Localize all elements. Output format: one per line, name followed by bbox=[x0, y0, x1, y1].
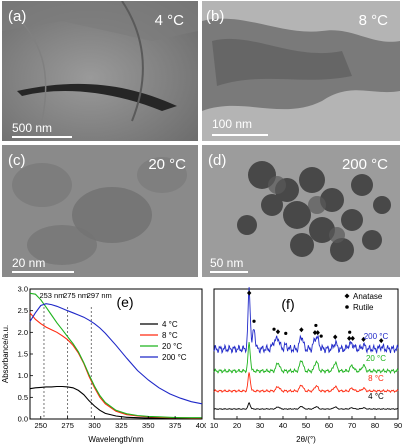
series-line bbox=[213, 372, 399, 394]
y-tick-label: 2.5 bbox=[18, 306, 28, 315]
rutile-marker bbox=[319, 334, 323, 338]
series-line bbox=[29, 385, 202, 420]
panel-label-b: (b) bbox=[206, 8, 225, 25]
x-tick-label: 90 bbox=[394, 421, 402, 430]
y-tick-label: 2.0 bbox=[18, 328, 28, 337]
x-axis-label: Wavelength/nm bbox=[88, 435, 144, 444]
anatase-legend-marker bbox=[344, 293, 350, 299]
x-tick-label: 325 bbox=[115, 421, 128, 430]
panel-label-d: (d) bbox=[208, 152, 227, 169]
x-tick-label: 80 bbox=[371, 421, 379, 430]
annotation-label: 253 nm bbox=[39, 291, 64, 300]
scale-bar-b bbox=[212, 134, 268, 136]
scale-label-b: 100 nm bbox=[212, 117, 253, 131]
tem-panel-b: (b) 8 °C 100 nm bbox=[202, 1, 400, 141]
y-tick-label: 1.0 bbox=[18, 371, 28, 380]
rutile-marker bbox=[314, 323, 318, 328]
series-label: 200 °C bbox=[364, 332, 389, 341]
legend-label: Anatase bbox=[353, 292, 383, 301]
anatase-marker bbox=[361, 336, 366, 342]
series-line bbox=[213, 342, 399, 375]
annotation-label: 297 nm bbox=[87, 291, 112, 300]
x-tick-label: 60 bbox=[325, 421, 333, 430]
series-label: 20 °C bbox=[366, 354, 386, 363]
tem-image-c bbox=[2, 145, 198, 277]
anatase-marker bbox=[246, 290, 252, 296]
rutile-marker bbox=[348, 330, 352, 334]
x-tick-label: 275 bbox=[61, 421, 74, 430]
temperature-label-c: 20 °C bbox=[148, 156, 186, 173]
scale-label-c: 20 nm bbox=[12, 256, 46, 270]
anatase-marker bbox=[333, 334, 338, 340]
legend-label: 4 °C bbox=[162, 320, 178, 329]
legend-label: Rutile bbox=[353, 303, 374, 312]
legend-label: 20 °C bbox=[162, 342, 182, 351]
x-tick-label: 70 bbox=[348, 421, 356, 430]
y-tick-label: 0.0 bbox=[18, 415, 28, 424]
rutile-legend-marker bbox=[345, 305, 349, 309]
tem-image-a bbox=[2, 1, 198, 141]
tem-image-b bbox=[202, 1, 400, 141]
legend-label: 8 °C bbox=[162, 331, 178, 340]
scale-label-a: 500 nm bbox=[12, 121, 53, 135]
annotation-label: 275 nm bbox=[63, 291, 88, 300]
rutile-marker bbox=[272, 327, 276, 331]
series-line bbox=[29, 303, 203, 405]
x-tick-label: 400 bbox=[196, 421, 206, 430]
legend-label: 200 °C bbox=[162, 353, 187, 362]
scale-bar-c bbox=[12, 271, 74, 273]
y-tick-label: 3.0 bbox=[18, 285, 28, 294]
series-line bbox=[29, 292, 202, 419]
temperature-label-d: 200 °C bbox=[341, 156, 388, 173]
scale-label-d: 50 nm bbox=[210, 256, 244, 270]
x-tick-label: 40 bbox=[279, 421, 287, 430]
y-tick-label: 1.5 bbox=[18, 350, 28, 359]
anatase-marker bbox=[275, 329, 281, 335]
scale-bar-d bbox=[210, 271, 248, 273]
series-line bbox=[213, 401, 399, 410]
y-axis-label: Absorbance/a.u. bbox=[1, 325, 10, 383]
temperature-label-a: 4 °C bbox=[154, 12, 184, 29]
tem-image-d bbox=[202, 145, 400, 277]
x-tick-label: 10 bbox=[210, 421, 218, 430]
series-label: 4 °C bbox=[368, 392, 384, 401]
rutile-marker bbox=[252, 319, 256, 323]
panel-label-f: (f) bbox=[281, 296, 294, 312]
temperature-label-b: 8 °C bbox=[358, 12, 388, 29]
series-label: 8 °C bbox=[368, 374, 384, 383]
panel-label-c: (c) bbox=[8, 152, 26, 169]
panel-label-e: (e) bbox=[116, 294, 133, 310]
rutile-marker bbox=[284, 331, 288, 335]
anatase-marker bbox=[315, 330, 320, 336]
panel-label-a: (a) bbox=[8, 8, 27, 25]
x-tick-label: 300 bbox=[88, 421, 101, 430]
absorbance-chart: 250 275 300 325 350 375 400 0.0 0.5 1.0 1.5 2.0 2.5 3… bbox=[1, 285, 206, 445]
anatase-marker bbox=[379, 338, 384, 344]
tem-panel-d: (d) 200 °C 50 nm bbox=[202, 145, 400, 277]
x-axis-label: 2θ/(°) bbox=[296, 435, 316, 444]
x-tick-label: 50 bbox=[302, 421, 310, 430]
tem-panel-a: (a) 4 °C 500 nm bbox=[2, 1, 198, 141]
series-line bbox=[213, 287, 399, 355]
scale-bar-a bbox=[12, 136, 72, 138]
x-tick-label: 20 bbox=[233, 421, 241, 430]
tem-panel-c: (c) 20 °C 20 nm bbox=[2, 145, 198, 277]
y-tick-label: 0.5 bbox=[18, 393, 28, 402]
xrd-chart: 10 20 30 40 50 60 70 80 90 (f) Anatase Rutile 4 °… bbox=[210, 287, 402, 444]
x-tick-label: 30 bbox=[256, 421, 264, 430]
anatase-marker bbox=[299, 327, 304, 333]
anatase-marker bbox=[312, 330, 318, 336]
x-tick-label: 250 bbox=[34, 421, 47, 430]
anatase-marker bbox=[347, 335, 352, 341]
x-tick-label: 350 bbox=[142, 421, 155, 430]
x-tick-label: 375 bbox=[169, 421, 182, 430]
anatase-marker bbox=[350, 335, 355, 341]
